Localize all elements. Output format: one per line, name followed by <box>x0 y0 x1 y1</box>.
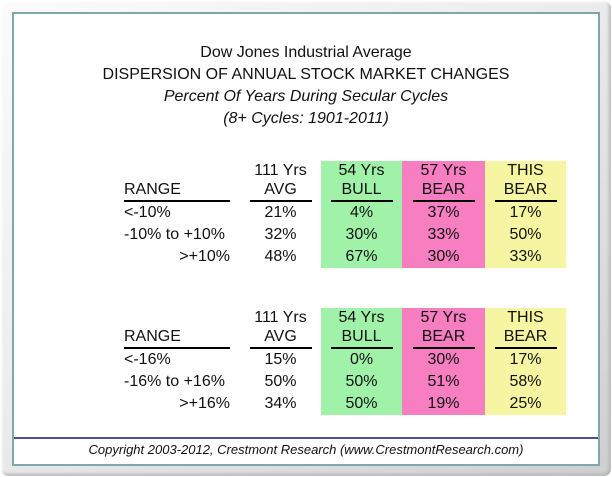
this-bear-cell: 50% <box>485 224 566 246</box>
bull-cell: 50% <box>321 393 402 415</box>
header-avg: AVG <box>240 328 321 349</box>
header-bull-years: 54 Yrs <box>321 308 402 328</box>
header-bull-label: BULL <box>330 328 393 349</box>
range-cell: -10% to +10% <box>124 226 225 243</box>
chart-canvas: Dow Jones Industrial Average DISPERSION … <box>12 12 600 466</box>
header-bear-years: 57 Yrs <box>402 308 485 328</box>
header-this-label: THIS <box>485 308 566 328</box>
chart-subtitle-cycles: (8+ Cycles: 1901-2011) <box>223 110 389 127</box>
header-bull-years: 54 Yrs <box>321 161 402 181</box>
this-bear-cell: 25% <box>485 393 566 415</box>
avg-cell: 32% <box>264 226 297 243</box>
header-range: RANGE <box>124 181 240 202</box>
header-bear: BEAR <box>402 328 485 349</box>
bear-cell: 30% <box>402 349 485 371</box>
bull-cell: 30% <box>321 224 402 246</box>
table-row: <-16% 15% 0% 30% 17% <box>124 349 566 371</box>
header-this-bear: BEAR <box>485 181 566 202</box>
dispersion-table-10pct: 111 Yrs 54 Yrs 57 Yrs THIS RANGE AVG BUL… <box>124 161 566 268</box>
dispersion-table-16pct: 111 Yrs 54 Yrs 57 Yrs THIS RANGE AVG BUL… <box>124 308 566 415</box>
bull-cell: 67% <box>321 246 402 268</box>
bear-cell: 51% <box>402 371 485 393</box>
bear-cell: 33% <box>402 224 485 246</box>
title-block: Dow Jones Industrial Average DISPERSION … <box>14 42 598 130</box>
header-bear: BEAR <box>402 181 485 202</box>
header-this-bear-label: BEAR <box>494 181 557 202</box>
copyright-text: Copyright 2003-2012, Crestmont Research … <box>88 442 524 457</box>
avg-cell: 21% <box>264 204 297 221</box>
header-this-bear-label: BEAR <box>494 328 557 349</box>
bull-cell: 4% <box>321 202 402 224</box>
this-bear-cell: 17% <box>485 202 566 224</box>
header-range-spacer <box>124 308 240 328</box>
header-avg-label: AVG <box>249 328 312 349</box>
chart-title-line1: Dow Jones Industrial Average <box>200 44 412 61</box>
header-bear-years: 57 Yrs <box>402 161 485 181</box>
table-row: -10% to +10% 32% 30% 33% 50% <box>124 224 566 246</box>
header-range-spacer <box>124 161 240 181</box>
bear-cell: 30% <box>402 246 485 268</box>
header-range: RANGE <box>124 328 240 349</box>
table-row: >+16% 34% 50% 19% 25% <box>124 393 566 415</box>
this-bear-cell: 33% <box>485 246 566 268</box>
header-avg: AVG <box>240 181 321 202</box>
avg-cell: 15% <box>264 351 297 368</box>
bull-cell: 50% <box>321 371 402 393</box>
header-range-label: RANGE <box>124 328 230 349</box>
bull-cell: 0% <box>321 349 402 371</box>
avg-cell: 50% <box>264 373 297 390</box>
table-header-row-top: 111 Yrs 54 Yrs 57 Yrs THIS <box>124 161 566 181</box>
table-header-row-top: 111 Yrs 54 Yrs 57 Yrs THIS <box>124 308 566 328</box>
table-row: -16% to +16% 50% 50% 51% 58% <box>124 371 566 393</box>
header-avg-years: 111 Yrs <box>254 309 307 326</box>
header-bull-label: BULL <box>330 181 393 202</box>
bear-cell: 19% <box>402 393 485 415</box>
header-range-label: RANGE <box>124 181 230 202</box>
avg-cell: 48% <box>264 248 297 265</box>
header-avg-years: 111 Yrs <box>254 162 307 179</box>
header-bull: BULL <box>321 328 402 349</box>
range-cell: <-16% <box>124 351 171 368</box>
header-bear-label: BEAR <box>412 181 475 202</box>
range-cell: >+16% <box>179 395 230 412</box>
range-cell: -16% to +16% <box>124 373 225 390</box>
header-avg-label: AVG <box>249 181 312 202</box>
header-bear-label: BEAR <box>412 328 475 349</box>
avg-cell: 34% <box>264 395 297 412</box>
table-header-row-bottom: RANGE AVG BULL BEAR BEAR <box>124 328 566 349</box>
chart-title-line2: DISPERSION OF ANNUAL STOCK MARKET CHANGE… <box>102 66 510 83</box>
chart-subtitle: Percent Of Years During Secular Cycles <box>163 88 449 105</box>
table-row: <-10% 21% 4% 37% 17% <box>124 202 566 224</box>
bear-cell: 37% <box>402 202 485 224</box>
this-bear-cell: 58% <box>485 371 566 393</box>
range-cell: >+10% <box>179 248 230 265</box>
footer-divider-line <box>14 437 598 439</box>
header-this-bear: BEAR <box>485 328 566 349</box>
header-this-label: THIS <box>485 161 566 181</box>
table-header-row-bottom: RANGE AVG BULL BEAR BEAR <box>124 181 566 202</box>
header-bull: BULL <box>321 181 402 202</box>
this-bear-cell: 17% <box>485 349 566 371</box>
table-row: >+10% 48% 67% 30% 33% <box>124 246 566 268</box>
range-cell: <-10% <box>124 204 171 221</box>
